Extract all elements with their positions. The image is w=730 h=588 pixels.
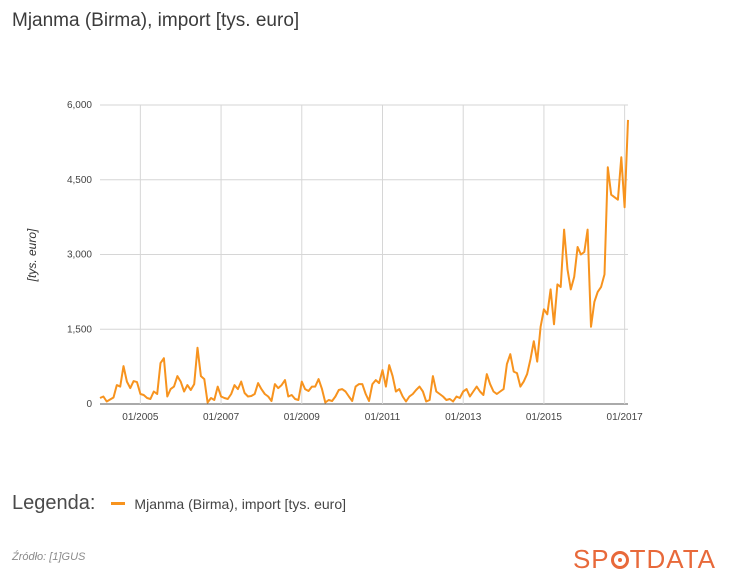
brand-text-left: SP xyxy=(572,544,610,574)
x-tick-label: 01/2013 xyxy=(445,412,482,423)
legend-swatch[interactable] xyxy=(111,502,126,505)
y-tick-label: 6,000 xyxy=(67,100,92,111)
source-note[interactable]: Źródło: [1]GUS xyxy=(12,551,86,563)
grid-lines xyxy=(100,104,628,405)
x-tick-label: 01/2005 xyxy=(122,412,159,423)
target-icon xyxy=(610,551,629,569)
x-tick-label: 01/2011 xyxy=(365,412,401,423)
spotdata-logo[interactable]: SP TDATA xyxy=(573,544,716,575)
x-tick-label: 01/2009 xyxy=(284,412,321,423)
y-tick-label: 3,000 xyxy=(67,250,92,261)
y-axis-label: [tys. euro] xyxy=(25,228,39,282)
tick-labels: 0 1,500 3,000 4,500 6,000 01/2005 01/2007 01/20… xyxy=(67,100,643,423)
y-tick-label: 0 xyxy=(86,399,92,410)
legend-title: Legenda: xyxy=(12,492,96,514)
chart-title: Mjanma (Birma), import [tys. euro] xyxy=(12,10,300,31)
legend-label-series[interactable]: Mjanma (Birma), import [tys. euro] xyxy=(134,495,347,512)
x-tick-label: 01/2017 xyxy=(607,412,644,423)
x-tick-label: 01/2007 xyxy=(203,412,240,423)
brand-text-right: TDATA xyxy=(629,544,716,574)
y-tick-label: 4,500 xyxy=(67,175,92,186)
y-tick-label: 1,500 xyxy=(67,324,92,335)
series-line[interactable] xyxy=(99,119,629,404)
series-layer xyxy=(99,119,629,404)
x-tick-label: 01/2015 xyxy=(526,412,563,423)
legend: Legenda: Mjanma (Birma), import [tys. eu… xyxy=(12,492,346,515)
